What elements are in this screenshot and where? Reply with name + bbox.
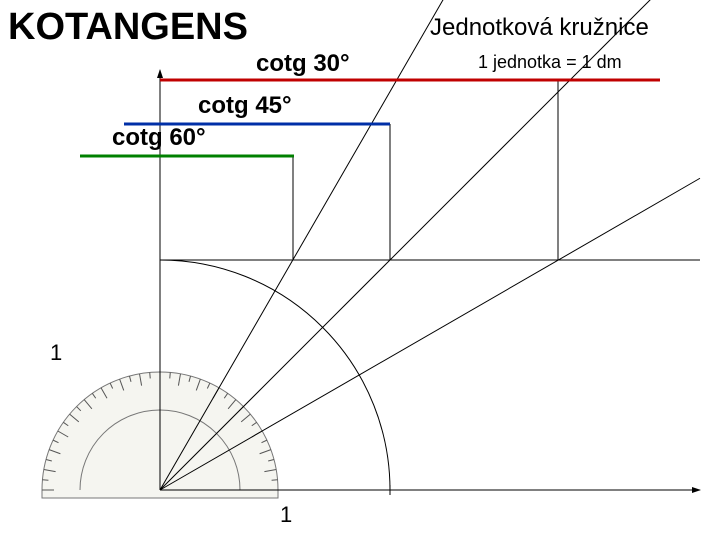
unit-note: 1 jednotka = 1 dm [478,52,622,73]
subtitle: Jednotková kružnice [430,14,649,42]
diagram-svg [0,0,720,540]
label-cot45: cotg 45° [198,92,292,120]
label-cot30: cotg 30° [256,50,350,78]
axis-one-y: 1 [50,340,62,366]
axis-one-x: 1 [280,502,292,528]
label-cot60: cotg 60° [112,124,206,152]
page-title: KOTANGENS [8,6,248,49]
